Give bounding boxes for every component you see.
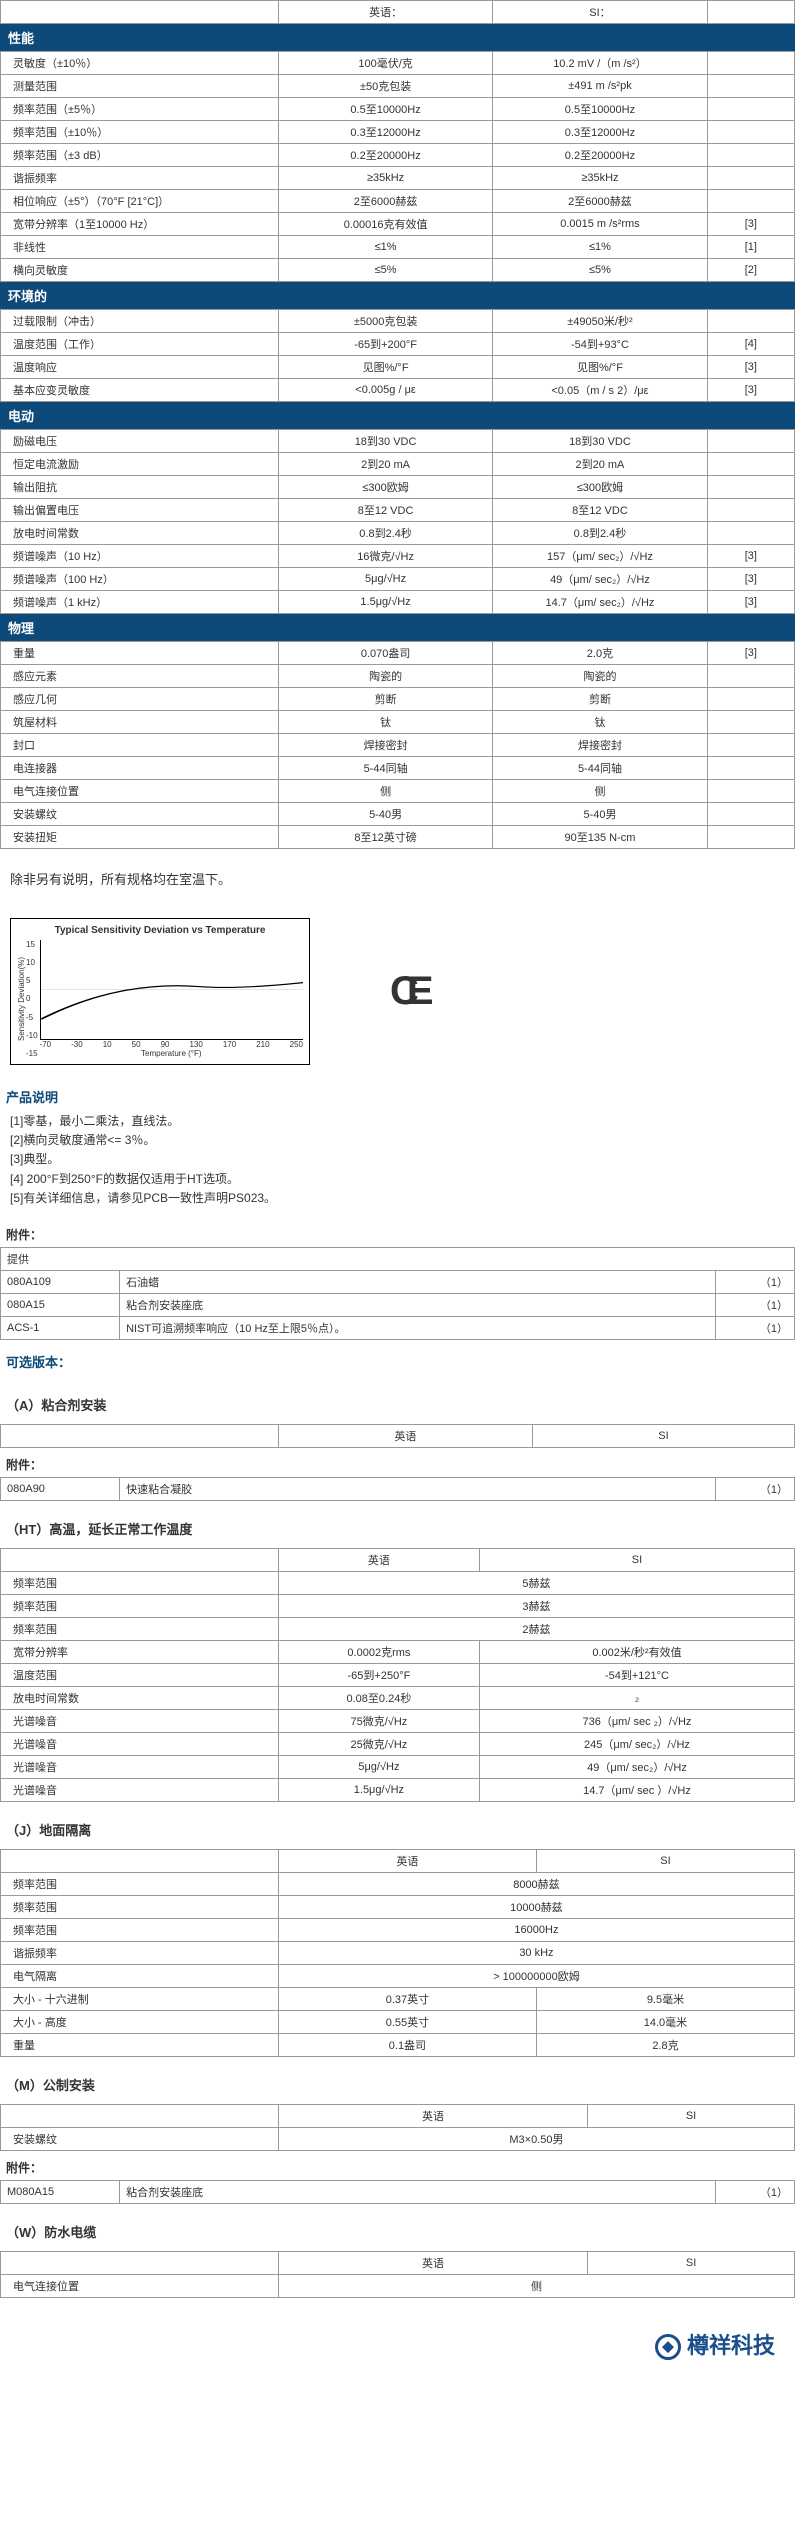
ce-mark: CE [390, 969, 434, 1014]
table-row: 基本应变灵敏度<0.005g / με<0.05（m / s 2）/με[3] [1, 379, 795, 402]
version-m-acc-table: M080A15粘合剂安装座底（1） [0, 2180, 795, 2204]
table-row: 光谱噪音1.5μg/√Hz14.7（μm/ sec ）/√Hz [1, 1778, 795, 1801]
table-row: 频率范围（±10％）0.3至12000Hz0.3至12000Hz [1, 121, 795, 144]
col-en: 英语： [278, 1, 492, 24]
table-physical: 重量0.070盎司2.0克[3]感应元素陶瓷的陶瓷的感应几何剪断剪断筑屋材料钛钛… [0, 641, 795, 849]
table-row: 安装螺纹5-40男5-40男 [1, 803, 795, 826]
version-a-header: 英语SI [0, 1424, 795, 1448]
table-row: 温度范围-65到+250°F-54到+121°C [1, 1663, 795, 1686]
section-environmental: 环境的 [0, 282, 795, 309]
table-row: 频率范围（±3 dB）0.2至20000Hz0.2至20000Hz [1, 144, 795, 167]
logo: 樽祥科技 [0, 2298, 795, 2380]
table-row: 080A15粘合剂安装座底（1） [1, 1293, 795, 1316]
table-row: 大小 - 高度0.55英寸14.0毫米 [1, 2010, 795, 2033]
version-j-title: （J）地面隔离 [0, 1802, 795, 1849]
table-row: 重量0.1盎司2.8克 [1, 2033, 795, 2056]
section-physical: 物理 [0, 614, 795, 641]
table-row: 宽带分辨率（1至10000 Hz）0.00016克有效值0.0015 m /s²… [1, 213, 795, 236]
table-row: 频率范围3赫兹 [1, 1594, 795, 1617]
table-row: 频谱噪声（10 Hz）16微克/√Hz157（μm/ sec₂）/√Hz[3] [1, 545, 795, 568]
table-row: 温度响应见图%/°F见图%/°F[3] [1, 356, 795, 379]
header-row: 英语： SI： [0, 0, 795, 24]
table-row: 频率范围（±5％）0.5至10000Hz0.5至10000Hz [1, 98, 795, 121]
section-performance: 性能 [0, 24, 795, 51]
table-row: 频率范围16000Hz [1, 1918, 795, 1941]
version-j-table: 英语SI 频率范围8000赫兹频率范围10000赫兹频率范围16000Hz谐振频… [0, 1849, 795, 2057]
table-row: 频率范围2赫兹 [1, 1617, 795, 1640]
version-m-table: 英语SI 安装螺纹M3×0.50男 [0, 2104, 795, 2151]
table-electrical: 励磁电压18到30 VDC18到30 VDC恒定电流激励2到20 mA2到20 … [0, 429, 795, 614]
version-m-title: （M）公制安装 [0, 2057, 795, 2104]
table-row: 频谱噪声（1 kHz）1.5μg/√Hz14.7（μm/ sec₂）/√Hz[3… [1, 591, 795, 614]
version-a-acc-table: 080A90快速粘合凝胶（1） [0, 1477, 795, 1501]
table-row: 频谱噪声（100 Hz）5μg/√Hz49（μm/ sec₂）/√Hz[3] [1, 568, 795, 591]
optional-versions-title: 可选版本： [0, 1340, 795, 1377]
table-row: 电气隔离> 100000000欧姆 [1, 1964, 795, 1987]
table-row: 恒定电流激励2到20 mA2到20 mA [1, 453, 795, 476]
chart-xlabel: Temperature (°F) [40, 1049, 303, 1058]
table-row: 过载限制（冲击）±5000克包装±49050米/秒² [1, 310, 795, 333]
version-m-acc-title: 附件： [0, 2151, 795, 2180]
table-row: 封口焊接密封焊接密封 [1, 734, 795, 757]
table-row: 电气连接位置侧 [1, 2274, 795, 2297]
table-row: 非线性≤1%≤1%[1] [1, 236, 795, 259]
accessories-title: 附件： [0, 1218, 795, 1247]
table-row: 温度范围（工作）-65到+200°F-54到+93°C[4] [1, 333, 795, 356]
table-row: 安装扭矩8至12英寸磅90至135 N-cm [1, 826, 795, 849]
table-row: 放电时间常数0.08至0.24秒₂ [1, 1686, 795, 1709]
product-notes: [1]零基，最小二乘法，直线法。[2]横向灵敏度通常<= 3％。[3]典型。[4… [0, 1112, 795, 1218]
table-row: 谐振频率≥35kHz≥35kHz [1, 167, 795, 190]
table-row: 大小 - 十六进制0.37英寸9.5毫米 [1, 1987, 795, 2010]
version-ht-title: （HT）高温，延长正常工作温度 [0, 1501, 795, 1548]
product-notes-title: 产品说明 [0, 1075, 795, 1112]
table-row: 宽带分辨率0.0002克rms0.002米/秒²有效值 [1, 1640, 795, 1663]
table-row: 频率范围8000赫兹 [1, 1872, 795, 1895]
table-row: 080A90快速粘合凝胶（1） [1, 1477, 795, 1500]
table-row: 电气连接位置侧侧 [1, 780, 795, 803]
col-si: SI： [493, 1, 707, 24]
table-row: 放电时间常数0.8到2.4秒0.8到2.4秒 [1, 522, 795, 545]
accessories-table: 提供 080A109石油蜡（1）080A15粘合剂安装座底（1）ACS-1NIS… [0, 1247, 795, 1340]
table-row: 筑屋材料钛钛 [1, 711, 795, 734]
table-row: 输出偏置电压8至12 VDC8至12 VDC [1, 499, 795, 522]
table-row: 横向灵敏度≤5%≤5%[2] [1, 259, 795, 282]
table-row: 感应几何剪断剪断 [1, 688, 795, 711]
table-row: 080A109石油蜡（1） [1, 1270, 795, 1293]
chart-title: Typical Sensitivity Deviation vs Tempera… [17, 925, 303, 936]
version-w-table: 英语SI 电气连接位置侧 [0, 2251, 795, 2298]
table-row: 谐振频率30 kHz [1, 1941, 795, 1964]
table-row: 相位响应（±5°）（70°F [21°C]）2至6000赫兹2至6000赫兹 [1, 190, 795, 213]
table-row: 电连接器5-44同轴5-44同轴 [1, 757, 795, 780]
table-row: 输出阻抗≤300欧姆≤300欧姆 [1, 476, 795, 499]
logo-icon [655, 2334, 681, 2360]
table-row: 安装螺纹M3×0.50男 [1, 2127, 795, 2150]
table-row: 灵敏度（±10％）100毫伏/克10.2 mV /（m /s²） [1, 52, 795, 75]
table-row: 光谱噪音75微克/√Hz736（μm/ sec ₂）/√Hz [1, 1709, 795, 1732]
table-row: 重量0.070盎司2.0克[3] [1, 642, 795, 665]
table-row: 测量范围±50克包装±491 m /s²pk [1, 75, 795, 98]
acc-header: 提供 [1, 1247, 795, 1270]
section-electrical: 电动 [0, 402, 795, 429]
table-row: M080A15粘合剂安装座底（1） [1, 2180, 795, 2203]
table-row: 感应元素陶瓷的陶瓷的 [1, 665, 795, 688]
table-environmental: 过载限制（冲击）±5000克包装±49050米/秒²温度范围（工作）-65到+2… [0, 309, 795, 402]
chart-curve [41, 940, 303, 1039]
table-performance: 灵敏度（±10％）100毫伏/克10.2 mV /（m /s²）测量范围±50克… [0, 51, 795, 282]
table-row: 光谱噪音25微克/√Hz245（μm/ sec₂）/√Hz [1, 1732, 795, 1755]
room-temp-note: 除非另有说明，所有规格均在室温下。 [0, 849, 795, 908]
version-ht-table: 英语SI 频率范围5赫兹频率范围3赫兹频率范围2赫兹宽带分辨率0.0002克rm… [0, 1548, 795, 1802]
version-a-title: （A）粘合剂安装 [0, 1377, 795, 1424]
table-row: 励磁电压18到30 VDC18到30 VDC [1, 430, 795, 453]
table-row: ACS-1NIST可追溯频率响应（10 Hz至上限5％点）。（1） [1, 1316, 795, 1339]
version-a-acc-title: 附件： [0, 1448, 795, 1477]
table-row: 光谱噪音5μg/√Hz49（μm/ sec₂）/√Hz [1, 1755, 795, 1778]
version-w-title: （W）防水电缆 [0, 2204, 795, 2251]
chart-ylabel: Sensitivity Deviation(%) [17, 940, 26, 1058]
table-row: 频率范围10000赫兹 [1, 1895, 795, 1918]
sensitivity-chart: Typical Sensitivity Deviation vs Tempera… [10, 918, 310, 1065]
table-row: 频率范围5赫兹 [1, 1571, 795, 1594]
